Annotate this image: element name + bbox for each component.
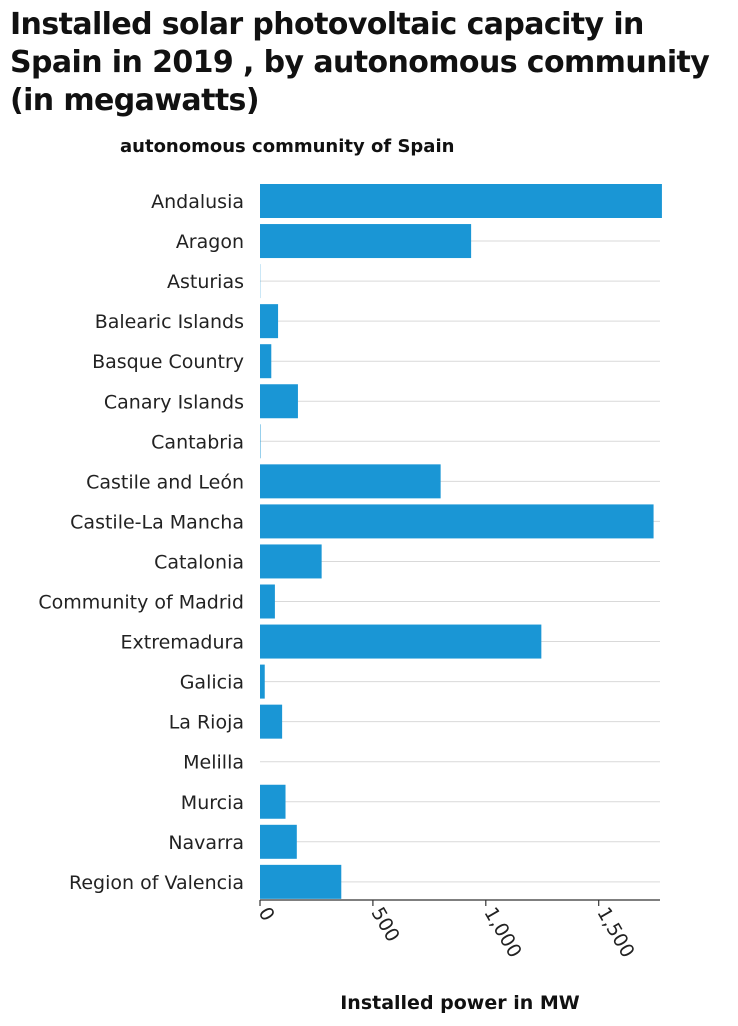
x-axis-title: Installed power in MW	[340, 992, 580, 1014]
category-labels: Andalusia Aragon Asturias Balearic Islands B…	[38, 191, 244, 894]
bar-community-of-madrid	[260, 584, 275, 619]
category-label: Extremadura	[121, 632, 245, 654]
category-label: Balearic Islands	[95, 311, 244, 333]
bar-navarra	[260, 824, 297, 859]
category-label: Cantabria	[151, 431, 244, 453]
bar-canary-islands	[260, 384, 298, 419]
y-axis-title: autonomous community of Spain	[120, 136, 455, 157]
category-label: Basque Country	[92, 351, 244, 373]
x-tick-label: 1,500	[592, 904, 638, 962]
x-axis-ticks: 0 500 1,000 1,500	[254, 900, 639, 962]
bar-murcia	[260, 784, 286, 819]
chart-title: Installed solar photovoltaic capacity in…	[10, 7, 710, 118]
bar-andalusia	[260, 184, 662, 218]
category-label: Castile and León	[86, 471, 244, 493]
bar-balearic-islands	[260, 304, 279, 339]
category-label: Aragon	[176, 231, 244, 253]
bar-castile-and-le-n	[260, 464, 441, 499]
x-tick-label: 500	[367, 904, 404, 946]
category-label: Castile-La Mancha	[70, 511, 244, 533]
category-label: Asturias	[167, 271, 244, 293]
bar-castile-la-mancha	[260, 504, 654, 539]
bars	[260, 184, 662, 899]
category-label: Andalusia	[151, 191, 244, 213]
x-tick-label: 1,000	[479, 904, 525, 962]
bar-catalonia	[260, 544, 322, 579]
category-label: Community of Madrid	[38, 592, 244, 614]
category-label: Navarra	[168, 832, 244, 854]
bar-aragon	[260, 224, 472, 259]
bar-basque-country	[260, 344, 272, 379]
category-label: Catalonia	[154, 551, 244, 573]
category-label: La Rioja	[169, 712, 244, 734]
x-tick-label: 0	[254, 904, 279, 925]
bar-extremadura	[260, 624, 542, 659]
gridlines	[260, 200, 660, 883]
bar-la-rioja	[260, 704, 283, 739]
bar-region-of-valencia	[260, 864, 342, 899]
category-label: Melilla	[183, 752, 244, 774]
bar-galicia	[260, 664, 265, 699]
category-label: Canary Islands	[104, 391, 244, 413]
category-label: Galicia	[180, 672, 244, 694]
category-label: Murcia	[181, 792, 244, 814]
category-label: Region of Valencia	[69, 872, 244, 894]
